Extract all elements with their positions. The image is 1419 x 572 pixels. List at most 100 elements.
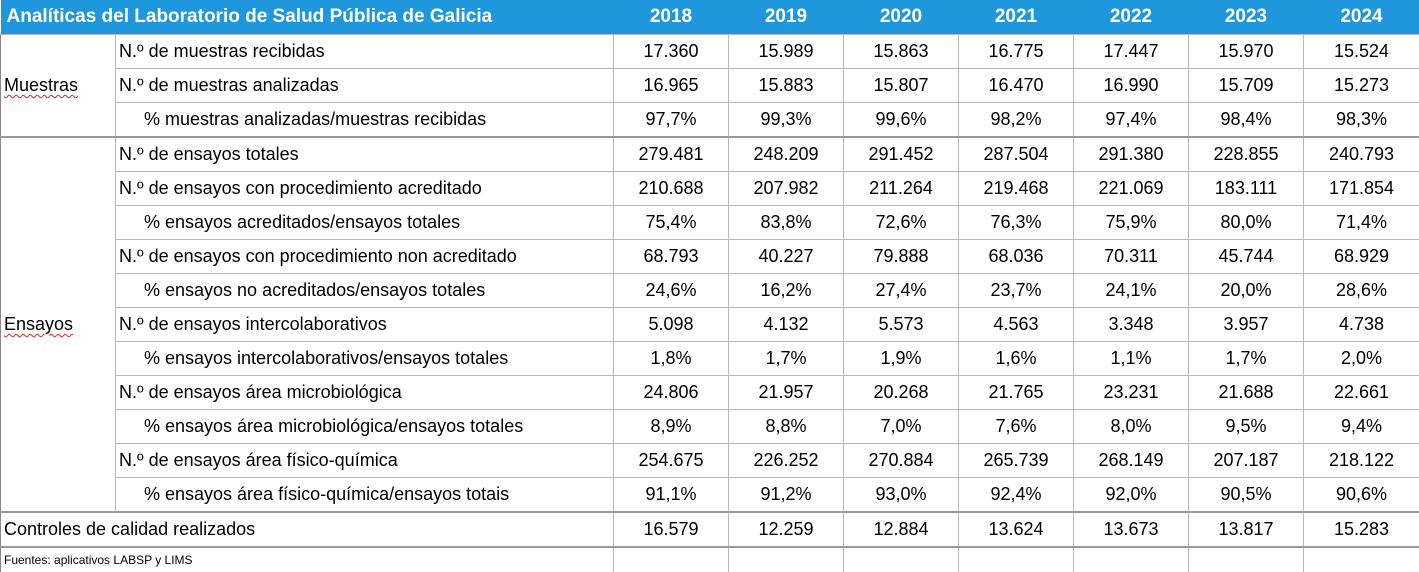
value-cell-2023: 1,7%	[1189, 342, 1304, 376]
table-row: N.º de ensayos con procedimiento non acr…	[1, 240, 1419, 274]
value-cell-2021: 287.504	[959, 137, 1074, 172]
row-label: N.º de ensayos con procedimiento non acr…	[116, 240, 614, 274]
value-cell-2024: 22.661	[1304, 376, 1419, 410]
row-label: N.º de ensayos área microbiológica	[116, 376, 614, 410]
value-cell-2020: 27,4%	[844, 274, 959, 308]
value-cell-2022: 23.231	[1074, 376, 1189, 410]
value-cell-2023: 90,5%	[1189, 478, 1304, 513]
value-cell-2020: 20.268	[844, 376, 959, 410]
value-cell-2024: 15.283	[1304, 512, 1419, 547]
group-label-text: Muestras	[4, 75, 78, 95]
value-cell-2018: 210.688	[614, 172, 729, 206]
value-cell-2019: 40.227	[729, 240, 844, 274]
year-header-2021: 2021	[959, 0, 1074, 35]
table-row: % ensayos área físico-química/ensayos to…	[1, 478, 1419, 513]
row-label: % ensayos área físico-química/ensayos to…	[116, 478, 614, 513]
value-cell-2019: 1,7%	[729, 342, 844, 376]
row-label: % ensayos intercolaborativos/ensayos tot…	[116, 342, 614, 376]
row-label: N.º de ensayos intercolaborativos	[116, 308, 614, 342]
value-cell-2022: 16.990	[1074, 69, 1189, 103]
value-cell-2021: 98,2%	[959, 103, 1074, 138]
row-label: N.º de muestras analizadas	[116, 69, 614, 103]
value-cell-2023: 45.744	[1189, 240, 1304, 274]
value-cell-2019: 4.132	[729, 308, 844, 342]
value-cell-2019: 15.989	[729, 35, 844, 69]
value-cell-2022: 70.311	[1074, 240, 1189, 274]
value-cell-2024: 98,3%	[1304, 103, 1419, 138]
row-label: N.º de ensayos área físico-química	[116, 444, 614, 478]
value-cell-2024: 4.738	[1304, 308, 1419, 342]
value-cell-2024: 71,4%	[1304, 206, 1419, 240]
year-header-2020: 2020	[844, 0, 959, 35]
row-label: % ensayos no acreditados/ensayos totales	[116, 274, 614, 308]
value-cell-2022: 221.069	[1074, 172, 1189, 206]
value-cell-2021: 7,6%	[959, 410, 1074, 444]
value-cell-2024: 171.854	[1304, 172, 1419, 206]
value-cell-2019: 15.883	[729, 69, 844, 103]
value-cell-2018: 5.098	[614, 308, 729, 342]
value-cell-2024: 68.929	[1304, 240, 1419, 274]
value-cell-2022: 291.380	[1074, 137, 1189, 172]
value-cell-2022: 8,0%	[1074, 410, 1189, 444]
value-cell-2021: 16.775	[959, 35, 1074, 69]
value-cell-2020: 99,6%	[844, 103, 959, 138]
value-cell-2022: 92,0%	[1074, 478, 1189, 513]
value-cell-2023: 15.709	[1189, 69, 1304, 103]
empty-cell	[1074, 547, 1189, 572]
value-cell-2022: 17.447	[1074, 35, 1189, 69]
value-cell-2024: 2,0%	[1304, 342, 1419, 376]
row-label: N.º de ensayos totales	[116, 137, 614, 172]
value-cell-2020: 12.884	[844, 512, 959, 547]
row-label: Controles de calidad realizados	[1, 512, 614, 547]
empty-cell	[729, 547, 844, 572]
empty-cell	[844, 547, 959, 572]
value-cell-2021: 219.468	[959, 172, 1074, 206]
value-cell-2023: 20,0%	[1189, 274, 1304, 308]
year-header-2022: 2022	[1074, 0, 1189, 35]
value-cell-2020: 93,0%	[844, 478, 959, 513]
value-cell-2022: 3.348	[1074, 308, 1189, 342]
value-cell-2023: 183.111	[1189, 172, 1304, 206]
footer-row: Fuentes: aplicativos LABSP y LIMS	[1, 547, 1419, 572]
empty-cell	[1189, 547, 1304, 572]
value-cell-2020: 1,9%	[844, 342, 959, 376]
value-cell-2020: 15.863	[844, 35, 959, 69]
value-cell-2022: 13.673	[1074, 512, 1189, 547]
value-cell-2022: 75,9%	[1074, 206, 1189, 240]
value-cell-2019: 99,3%	[729, 103, 844, 138]
value-cell-2023: 3.957	[1189, 308, 1304, 342]
value-cell-2018: 91,1%	[614, 478, 729, 513]
value-cell-2018: 75,4%	[614, 206, 729, 240]
value-cell-2023: 228.855	[1189, 137, 1304, 172]
value-cell-2020: 291.452	[844, 137, 959, 172]
table-row: % ensayos área microbiológica/ensayos to…	[1, 410, 1419, 444]
value-cell-2023: 21.688	[1189, 376, 1304, 410]
value-cell-2024: 9,4%	[1304, 410, 1419, 444]
group-label-text: Ensayos	[4, 314, 73, 334]
empty-cell	[614, 547, 729, 572]
value-cell-2022: 268.149	[1074, 444, 1189, 478]
value-cell-2019: 91,2%	[729, 478, 844, 513]
value-cell-2024: 240.793	[1304, 137, 1419, 172]
value-cell-2023: 15.970	[1189, 35, 1304, 69]
year-header-2023: 2023	[1189, 0, 1304, 35]
value-cell-2018: 8,9%	[614, 410, 729, 444]
row-label: % ensayos acreditados/ensayos totales	[116, 206, 614, 240]
year-header-2018: 2018	[614, 0, 729, 35]
value-cell-2018: 17.360	[614, 35, 729, 69]
value-cell-2024: 218.122	[1304, 444, 1419, 478]
value-cell-2023: 98,4%	[1189, 103, 1304, 138]
row-label: % ensayos área microbiológica/ensayos to…	[116, 410, 614, 444]
table-row: % ensayos no acreditados/ensayos totales…	[1, 274, 1419, 308]
value-cell-2022: 1,1%	[1074, 342, 1189, 376]
value-cell-2023: 13.817	[1189, 512, 1304, 547]
value-cell-2023: 207.187	[1189, 444, 1304, 478]
group-label-muestras: Muestras	[1, 35, 116, 138]
